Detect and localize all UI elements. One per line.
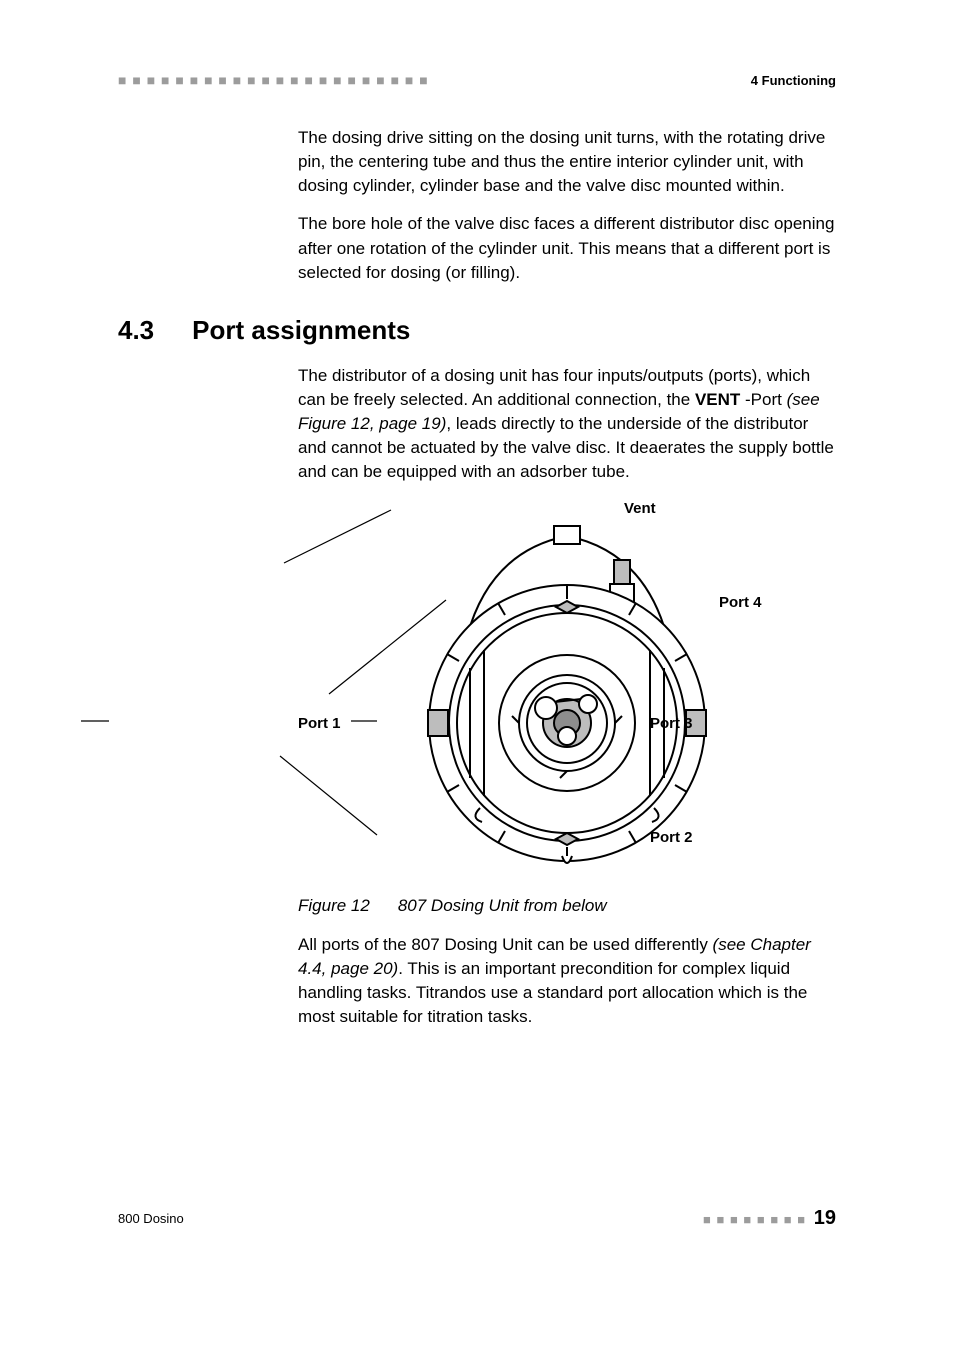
- section-number: 4.3: [118, 315, 154, 346]
- figure-leader-lines: [29, 498, 567, 890]
- page-header: ■ ■ ■ ■ ■ ■ ■ ■ ■ ■ ■ ■ ■ ■ ■ ■ ■ ■ ■ ■ …: [118, 72, 836, 88]
- footer-product: 800 Dosino: [118, 1211, 184, 1226]
- figure-caption-text: 807 Dosing Unit from below: [398, 896, 607, 915]
- text-run: All ports of the 807 Dosing Unit can be …: [298, 935, 713, 954]
- header-ornament: ■ ■ ■ ■ ■ ■ ■ ■ ■ ■ ■ ■ ■ ■ ■ ■ ■ ■ ■ ■ …: [118, 72, 429, 88]
- page-number: 19: [814, 1207, 836, 1229]
- body-column: The dosing drive sitting on the dosing u…: [298, 126, 836, 285]
- figure-label-port2: Port 2: [650, 827, 693, 848]
- footer-ornament: ■ ■ ■ ■ ■ ■ ■ ■: [703, 1212, 806, 1227]
- figure-label-vent: Vent: [624, 498, 656, 519]
- page-footer: 800 Dosino ■ ■ ■ ■ ■ ■ ■ ■ 19: [118, 1207, 836, 1230]
- vent-bold: VENT: [695, 390, 740, 409]
- header-section-label: 4 Functioning: [751, 73, 836, 88]
- section-heading: 4.3 Port assignments: [118, 315, 836, 346]
- text-run: -Port: [740, 390, 786, 409]
- intro-paragraph-2: The bore hole of the valve disc faces a …: [298, 212, 836, 284]
- figure-12: Vent Port 4 Port 3 Port 2 Port 1: [298, 498, 836, 890]
- section-paragraph-1: The distributor of a dosing unit has fou…: [298, 364, 836, 485]
- section-title: Port assignments: [192, 315, 410, 346]
- page: ■ ■ ■ ■ ■ ■ ■ ■ ■ ■ ■ ■ ■ ■ ■ ■ ■ ■ ■ ■ …: [0, 0, 954, 1350]
- after-figure-paragraph: All ports of the 807 Dosing Unit can be …: [298, 933, 836, 1030]
- figure-caption: Figure 12 807 Dosing Unit from below: [298, 894, 836, 918]
- figure-caption-num: Figure 12: [298, 896, 370, 915]
- footer-right: ■ ■ ■ ■ ■ ■ ■ ■ 19: [703, 1207, 836, 1230]
- figure-label-port3: Port 3: [650, 713, 693, 734]
- figure-label-port4: Port 4: [719, 592, 762, 613]
- intro-paragraph-1: The dosing drive sitting on the dosing u…: [298, 126, 836, 198]
- section-body: The distributor of a dosing unit has fou…: [298, 364, 836, 1029]
